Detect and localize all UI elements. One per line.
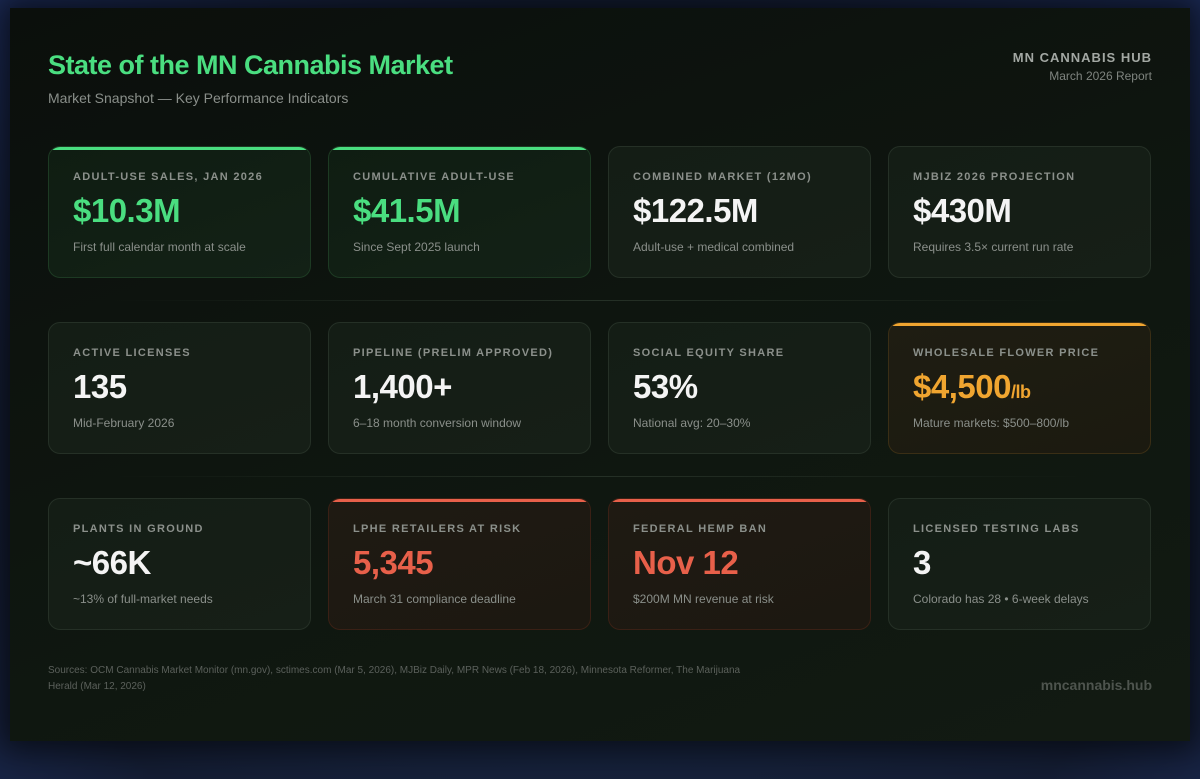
row-divider	[110, 476, 1090, 477]
kpi-value-text: 1,400+	[353, 368, 452, 405]
kpi-value-text: $430M	[913, 192, 1012, 229]
kpi-note: First full calendar month at scale	[73, 240, 246, 254]
report-date: March 2026 Report	[1049, 69, 1152, 83]
kpi-label: Cumulative Adult-Use	[353, 171, 516, 183]
kpi-value-text: 3	[913, 544, 931, 581]
kpi-note: Requires 3.5× current run rate	[913, 240, 1074, 254]
kpi-note: $200M MN revenue at risk	[633, 592, 774, 606]
kpi-card: LPHE Retailers at Risk 5,345 March 31 comp…	[328, 498, 591, 630]
kpi-note: Mature markets: $500–800/lb	[913, 416, 1070, 430]
kpi-value: Nov 12	[633, 543, 846, 588]
kpi-note: ~13% of full-market needs	[73, 592, 213, 606]
kpi-value-text: ~66K	[73, 544, 151, 581]
page-title: State of the MN Cannabis Market	[48, 50, 453, 80]
kpi-card: Wholesale Flower Price $4,500/lb Mature ma…	[888, 322, 1151, 454]
kpi-value-text: 53%	[633, 368, 698, 405]
kpi-card: Plants in Ground ~66K ~13% of full-market …	[48, 498, 311, 630]
kpi-value: ~66K	[73, 543, 286, 588]
kpi-label: Wholesale Flower Price	[913, 347, 1100, 359]
kpi-value: 3	[913, 543, 1126, 588]
kpi-card: Active Licenses 135 Mid-February 2026	[48, 322, 311, 454]
kpi-note: Since Sept 2025 launch	[353, 240, 480, 254]
dashboard-frame: State of the MN Cannabis Market Market S…	[10, 8, 1190, 741]
kpi-note: 6–18 month conversion window	[353, 416, 522, 430]
accent-bar	[609, 499, 870, 502]
kpi-note: Mid-February 2026	[73, 416, 175, 430]
accent-bar	[329, 499, 590, 502]
kpi-value-text: $122.5M	[633, 192, 758, 229]
kpi-label: Adult-Use Sales, Jan 2026	[73, 171, 264, 183]
kpi-card: Combined Market (12mo) $122.5M Adult-use +…	[608, 146, 871, 278]
brand-name: MN CANNABIS HUB	[1012, 50, 1152, 65]
kpi-label: LPHE Retailers at Risk	[353, 523, 522, 535]
page-subtitle: Market Snapshot — Key Performance Indica…	[48, 90, 349, 106]
kpi-note: National avg: 20–30%	[633, 416, 751, 430]
accent-bar	[49, 147, 310, 150]
kpi-label: Plants in Ground	[73, 523, 204, 535]
kpi-value: $41.5M	[353, 191, 566, 236]
kpi-note: Adult-use + medical combined	[633, 240, 795, 254]
kpi-label: Social Equity Share	[633, 347, 785, 359]
kpi-value-text: 135	[73, 368, 127, 405]
sources-note: Sources: OCM Cannabis Market Monitor (mn…	[48, 665, 741, 692]
kpi-card: Pipeline (Prelim Approved) 1,400+ 6–18 mon…	[328, 322, 591, 454]
kpi-card: Cumulative Adult-Use $41.5M Since Sept 202…	[328, 146, 591, 278]
kpi-card: Social Equity Share 53% National avg: 20–3…	[608, 322, 871, 454]
kpi-value-text: $4,500	[913, 368, 1011, 405]
kpi-value-text: 5,345	[353, 544, 434, 581]
site-watermark: mncannabis.hub	[1040, 677, 1152, 693]
kpi-value-text: Nov 12	[633, 544, 739, 581]
kpi-value: $430M	[913, 191, 1126, 236]
kpi-value: $122.5M	[633, 191, 846, 236]
kpi-label: MJBiz 2026 Projection	[913, 171, 1076, 183]
kpi-card: Licensed Testing Labs 3 Colorado has 28 • …	[888, 498, 1151, 630]
kpi-note: Colorado has 28 • 6-week delays	[913, 592, 1089, 606]
kpi-card: Adult-Use Sales, Jan 2026 $10.3M First ful…	[48, 146, 311, 278]
kpi-value-text: $41.5M	[353, 192, 461, 229]
kpi-label: Federal Hemp Ban	[633, 523, 768, 535]
kpi-card: Federal Hemp Ban Nov 12 $200M MN revenue a…	[608, 498, 871, 630]
kpi-unit: /lb	[1010, 382, 1031, 402]
kpi-note: March 31 compliance deadline	[353, 592, 516, 606]
kpi-value-text: $10.3M	[73, 192, 181, 229]
kpi-value: $4,500/lb	[913, 367, 1126, 412]
kpi-value: 5,345	[353, 543, 566, 588]
kpi-label: Combined Market (12mo)	[633, 171, 812, 183]
kpi-value: 1,400+	[353, 367, 566, 412]
row-divider	[110, 300, 1090, 301]
kpi-label: Pipeline (Prelim Approved)	[353, 347, 554, 359]
kpi-value: 53%	[633, 367, 846, 412]
accent-bar	[329, 147, 590, 150]
kpi-value: 135	[73, 367, 286, 412]
kpi-value: $10.3M	[73, 191, 286, 236]
kpi-label: Active Licenses	[73, 347, 191, 359]
kpi-card: MJBiz 2026 Projection $430M Requires 3.5× …	[888, 146, 1151, 278]
kpi-label: Licensed Testing Labs	[913, 523, 1080, 535]
accent-bar	[889, 323, 1150, 326]
